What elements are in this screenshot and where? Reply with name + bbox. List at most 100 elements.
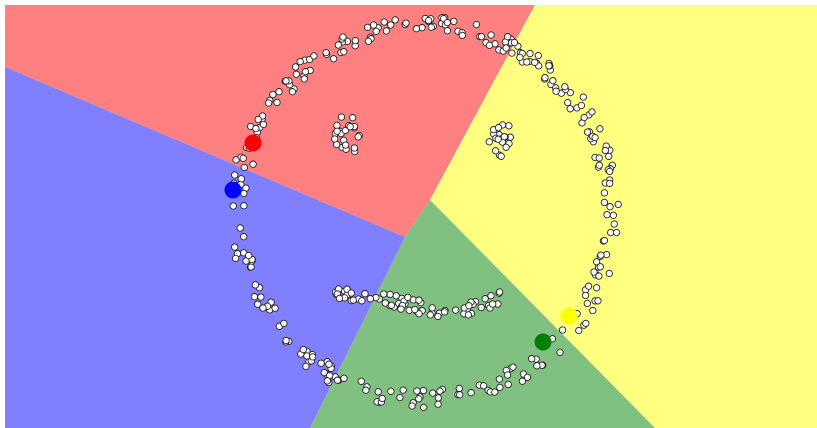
data-point [323,377,332,385]
data-point [361,290,369,298]
data-point [502,143,510,151]
centroid-blue[interactable] [224,181,242,199]
data-point [369,21,378,29]
data-point [252,124,260,133]
data-point [420,403,428,412]
data-point [269,90,277,99]
data-point [526,49,534,58]
data-point [341,126,350,135]
data-point [472,20,481,29]
data-point [603,211,611,219]
centroid-yellow[interactable] [560,307,578,325]
data-point [549,77,557,85]
data-point [362,386,370,394]
data-point [301,67,310,76]
data-point [415,310,423,318]
data-point [237,175,245,183]
data-point [415,296,423,304]
region-yellow [430,5,817,428]
data-point [350,144,359,152]
data-point [583,299,591,308]
data-point [337,113,346,121]
data-point [533,362,541,370]
centroid-green[interactable] [534,333,552,351]
data-point [236,224,244,232]
data-point [402,19,410,27]
data-point [606,167,614,176]
data-point [436,387,444,395]
data-point [588,108,596,116]
data-point [491,388,499,396]
data-point [584,282,593,290]
data-point [592,284,601,292]
data-point [494,135,502,143]
data-point [581,291,590,300]
data-point [412,25,421,33]
data-point [556,348,564,356]
data-point [510,38,519,47]
data-point [387,21,395,29]
data-point [366,295,374,303]
data-point [600,198,609,207]
data-point [508,49,516,57]
data-point [351,36,360,45]
data-point [541,74,549,82]
data-point [605,152,613,161]
region-blue [5,67,405,428]
data-point [387,387,395,395]
data-point [489,300,497,308]
data-point [614,200,622,209]
data-point [485,138,493,146]
data-point [516,53,524,62]
data-point [429,389,437,397]
data-point [434,312,442,321]
data-point [280,319,288,328]
data-point [302,362,310,371]
data-point [491,147,500,155]
data-point [600,189,609,197]
data-point [487,292,495,300]
data-point [545,62,553,70]
data-point [481,295,489,303]
data-point [382,27,391,35]
data-point [341,141,350,149]
data-point [477,303,485,312]
data-points [229,14,622,412]
centroids[interactable] [224,134,578,351]
data-point [497,152,505,160]
data-point [594,297,602,305]
data-point [397,305,405,313]
data-point [300,75,308,83]
data-point [273,98,281,107]
data-point [404,293,412,302]
data-point [596,263,604,271]
data-point [299,345,307,354]
data-point [487,31,495,39]
centroid-red[interactable] [244,134,262,152]
data-point [329,55,338,63]
data-point [331,135,339,143]
data-point [531,58,539,67]
data-point [503,371,512,379]
data-point [320,368,328,377]
data-point [254,115,262,124]
data-point [424,16,433,25]
data-point [583,128,592,136]
data-point [364,37,373,45]
data-point [494,124,503,132]
data-point [528,355,536,363]
data-point [575,326,583,335]
data-point [523,58,531,66]
data-point [275,88,283,96]
data-point [577,101,586,110]
data-point [257,293,265,301]
data-point [282,336,290,345]
data-point [464,311,473,319]
data-point [381,299,389,307]
data-point [605,269,613,278]
data-point [251,281,260,289]
data-point [340,48,348,56]
data-point [496,383,504,392]
